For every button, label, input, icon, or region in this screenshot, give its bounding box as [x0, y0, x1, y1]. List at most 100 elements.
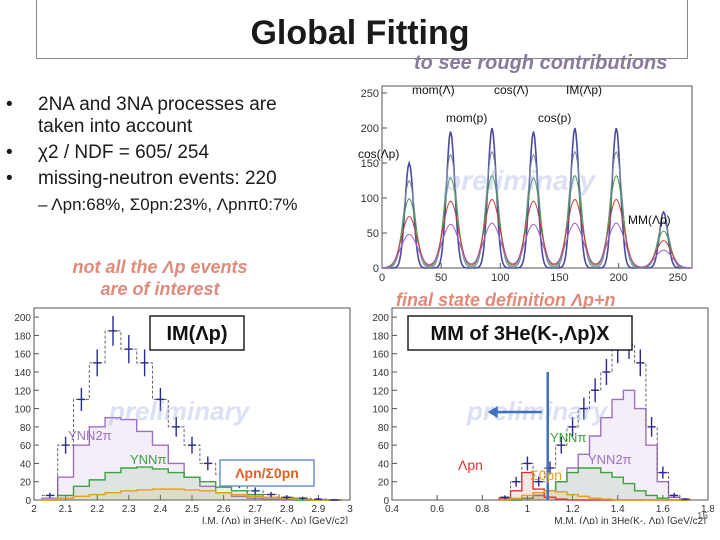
plot-title: MM of 3He(K-,Λp)X: [431, 323, 611, 345]
bullet-item: • missing-neutron events: 220: [4, 168, 349, 190]
x-tick-label: 50: [435, 272, 447, 284]
x-tick-label: 2.8: [280, 504, 294, 515]
im-plot-svg: 0 20 40 60 80 100 120 140 160 180 200 2 2.1 2.2 2.3 2.4…: [14, 307, 353, 524]
x-tick-label: 2.3: [122, 504, 136, 515]
x-tick-label: 2.5: [185, 504, 199, 515]
panel-label: IM(Λp): [566, 83, 602, 97]
x-tick-label: 2.6: [217, 504, 231, 515]
sub-bullet: – Λpn:68%, Σ0pn:23%, Λpnπ0:7%: [4, 194, 349, 216]
plot-title: IM(Λp): [166, 323, 227, 345]
component-label: Λpn/Σ0pn: [235, 465, 299, 481]
panel-label: mom(Λ): [412, 83, 455, 97]
x-tick-label: 200: [609, 272, 627, 284]
y-tick-label: 40: [20, 459, 32, 470]
bullet-list: • 2NA and 3NA processes are taken into a…: [4, 94, 349, 216]
y-tick-label: 0: [373, 263, 379, 275]
note-left-line: are of interest: [100, 279, 220, 299]
note-left: not all the Λp events are of interest: [20, 256, 300, 300]
y-tick-label: 250: [361, 88, 379, 100]
component-label: YNNπ: [550, 430, 586, 445]
component-label: Σ0pn: [530, 467, 562, 483]
note-left-line: not all the Λp events: [72, 257, 248, 277]
y-tick-label: 140: [14, 368, 31, 379]
global-fit-plot: 0 50 100 150 200 250 0 50 100 150 200 250 mom(Λ) cos(…: [352, 78, 700, 288]
panel-label: cos(Λp): [358, 147, 399, 161]
x-tick-label: 1.2: [566, 504, 580, 515]
x-tick-label: 0.6: [430, 504, 444, 515]
component-label: YNN2π: [68, 428, 112, 443]
x-tick-label: 1: [525, 504, 531, 515]
x-tick-label: 2: [31, 504, 37, 515]
component-histogram: [41, 417, 343, 501]
panel-label: MM(Λp): [628, 213, 671, 227]
bullet-line: taken into account: [38, 116, 193, 137]
x-tick-label: 0.4: [385, 504, 399, 515]
y-tick-label: 80: [378, 423, 390, 434]
bullet-marker: •: [6, 168, 13, 189]
title-box: [149, 315, 245, 351]
x-tick-label: 0: [379, 272, 385, 284]
bullet-item: • χ2 / NDF = 605/ 254: [4, 142, 349, 164]
y-tick-label: 180: [14, 331, 31, 342]
bullet-line: missing-neutron events: 220: [38, 168, 277, 189]
title-frame: [36, 0, 688, 59]
cut-arrow-head: [487, 406, 498, 418]
y-tick-label: 60: [20, 441, 32, 452]
x-tick-label: 2.9: [311, 504, 325, 515]
y-tick-label: 50: [367, 228, 379, 240]
slide-subtitle: to see rough contributions: [414, 52, 668, 74]
y-tick-label: 100: [14, 405, 31, 416]
bullet-line: 2NA and 3NA processes are: [38, 94, 277, 115]
x-tick-label: 2.2: [90, 504, 104, 515]
total-fit-line: [499, 344, 692, 500]
x-tick-label: 1.8: [701, 504, 714, 515]
x-tick-label: 100: [491, 272, 509, 284]
page-number: 15: [696, 511, 708, 522]
y-tick-label: 0: [25, 496, 31, 507]
global-fit-svg: 0 50 100 150 200 250 0 50 100 150 200 250 mom(Λ) cos(…: [358, 83, 693, 284]
bullet-marker: •: [6, 142, 13, 163]
x-axis-label: I.M. (Λp) in 3He(K-, Λp) [GeV/c2]: [202, 516, 348, 524]
y-tick-label: 180: [372, 331, 389, 342]
mm-plot-svg: 0 20 40 60 80 100 120 140 160 180 200 0.4 0.6 0.8 1 1.2…: [372, 307, 714, 524]
component-histogram: [41, 488, 343, 501]
y-tick-label: 200: [14, 313, 31, 324]
sub-bullet-text: Λpn:68%, Σ0pn:23%, Λpnπ0:7%: [51, 195, 298, 214]
panel-label: cos(p): [538, 111, 571, 125]
y-tick-label: 200: [361, 123, 379, 135]
y-tick-label: 100: [361, 193, 379, 205]
y-tick-label: 150: [361, 158, 379, 170]
y-tick-label: 160: [372, 350, 389, 361]
sub-bullet-marker: –: [38, 195, 48, 214]
y-tick-label: 40: [378, 459, 390, 470]
panel-label: cos(Λ): [494, 83, 529, 97]
x-tick-label: 250: [669, 272, 687, 284]
y-tick-label: 20: [20, 478, 32, 489]
x-tick-label: 0.8: [475, 504, 489, 515]
x-tick-label: 150: [550, 272, 568, 284]
x-tick-label: 2.1: [59, 504, 73, 515]
x-tick-label: 2.4: [153, 504, 167, 515]
panel-label: mom(p): [446, 111, 487, 125]
component-label: YNN2π: [588, 452, 632, 467]
y-tick-label: 60: [378, 441, 390, 452]
x-tick-label: 3: [347, 504, 353, 515]
x-tick-label: 1.4: [611, 504, 625, 515]
title-box: [407, 315, 633, 351]
x-tick-label: 2.7: [248, 504, 262, 515]
y-tick-label: 80: [20, 423, 32, 434]
label-box: [219, 459, 315, 487]
note-right: final state definition Λp+n: [396, 290, 616, 310]
component-label: Λpn: [458, 457, 483, 473]
watermark: preliminary: [443, 165, 596, 196]
slide-title: Global Fitting: [250, 14, 470, 52]
y-tick-label: 120: [14, 386, 31, 397]
fit-series-line: [381, 222, 692, 269]
x-axis-label: M.M. (Λp) in 3He(K-, Λp) [GeV/c2]: [554, 516, 706, 524]
bullet-marker: •: [6, 94, 13, 115]
im-plot: 0 20 40 60 80 100 120 140 160 180 200 2 2.1 2.2 2.3 2.4…: [4, 302, 356, 524]
y-tick-label: 160: [14, 350, 31, 361]
total-fit-line: [41, 330, 343, 501]
x-tick-label: 1.6: [656, 504, 670, 515]
y-tick-label: 0: [383, 496, 389, 507]
